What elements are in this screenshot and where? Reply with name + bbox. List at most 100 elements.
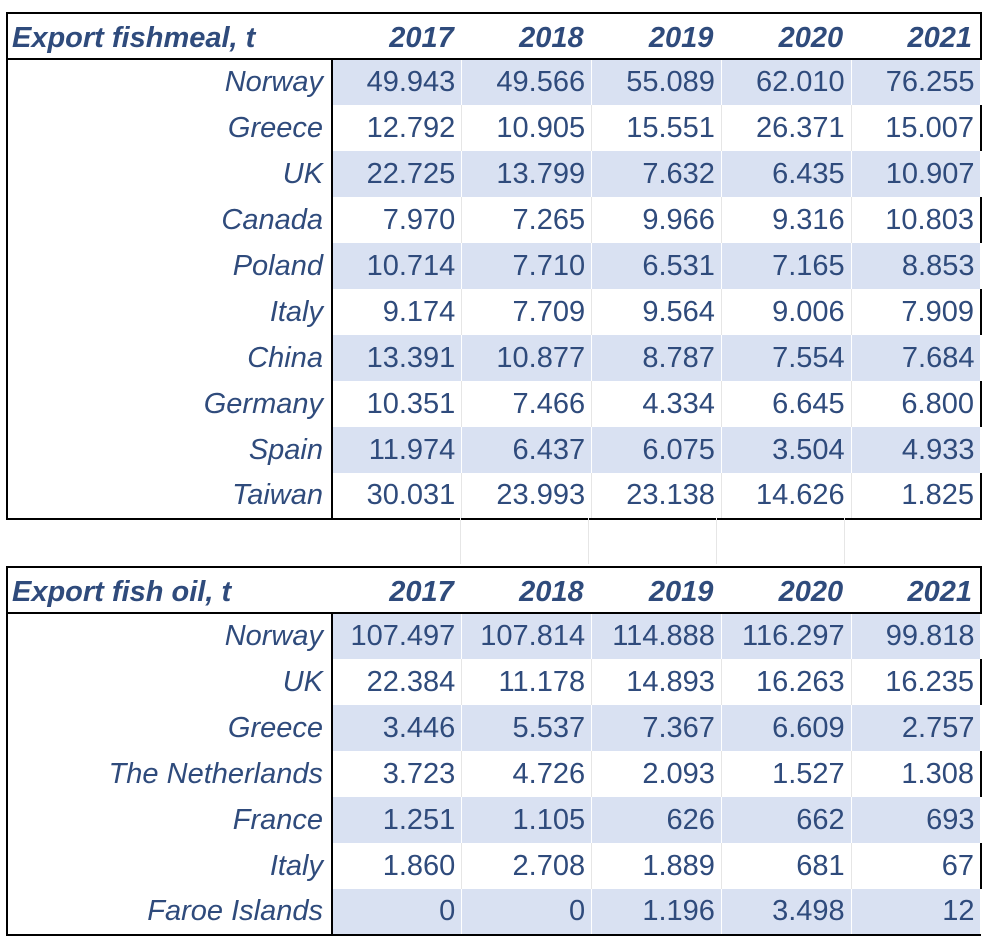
table-row: Canada 7.970 7.265 9.966 9.316 10.803	[6, 197, 982, 243]
value-cell: 6.435	[721, 151, 852, 197]
value-cell: 1.527	[721, 751, 852, 797]
country-cell: China	[6, 335, 333, 381]
year-header: 2021	[851, 12, 982, 60]
value-cell: 10.907	[851, 151, 982, 197]
value-cell: 99.818	[851, 613, 982, 659]
value-cell: 11.178	[461, 659, 593, 705]
value-cell: 116.297	[721, 613, 852, 659]
value-cell: 26.371	[721, 105, 852, 151]
value-cell: 8.853	[851, 243, 982, 289]
value-cell: 7.909	[851, 289, 982, 335]
value-cell: 10.351	[332, 381, 463, 427]
value-cell: 9.006	[721, 289, 852, 335]
value-cell: 14.893	[591, 659, 722, 705]
value-cell: 2.093	[591, 751, 722, 797]
country-cell: Taiwan	[6, 473, 333, 520]
country-cell: UK	[6, 151, 333, 197]
value-cell: 15.551	[591, 105, 722, 151]
value-cell: 3.446	[332, 705, 463, 751]
value-cell: 4.726	[461, 751, 593, 797]
value-cell: 1.105	[461, 797, 593, 843]
table-row: Faroe Islands 0 0 1.196 3.498 12	[6, 889, 982, 936]
value-cell: 3.723	[332, 751, 463, 797]
value-cell: 4.334	[591, 381, 722, 427]
value-cell: 22.725	[332, 151, 463, 197]
value-cell: 13.799	[461, 151, 593, 197]
value-cell: 7.632	[591, 151, 722, 197]
country-cell: Italy	[6, 843, 333, 889]
value-cell: 6.800	[851, 381, 982, 427]
value-cell: 30.031	[332, 473, 463, 520]
value-cell: 2.708	[461, 843, 593, 889]
value-cell: 11.974	[332, 427, 463, 473]
gridline	[460, 518, 461, 564]
value-cell: 49.943	[332, 59, 463, 105]
gridline	[844, 518, 845, 564]
value-cell: 626	[591, 797, 722, 843]
value-cell: 7.165	[721, 243, 852, 289]
gridline	[716, 518, 717, 564]
value-cell: 8.787	[591, 335, 722, 381]
value-cell: 14.626	[721, 473, 852, 520]
year-header: 2020	[721, 566, 852, 614]
value-cell: 681	[721, 843, 852, 889]
value-cell: 1.251	[332, 797, 463, 843]
country-cell: France	[6, 797, 333, 843]
table-row: Greece 3.446 5.537 7.367 6.609 2.757	[6, 705, 982, 751]
value-cell: 5.537	[461, 705, 593, 751]
year-header: 2019	[591, 566, 722, 614]
year-header: 2019	[591, 12, 722, 60]
table-title: Export fish oil, t	[6, 566, 332, 614]
country-cell: Greece	[6, 105, 333, 151]
value-cell: 0	[461, 889, 593, 936]
value-cell: 16.263	[721, 659, 852, 705]
value-cell: 7.466	[461, 381, 593, 427]
table-row: Taiwan 30.031 23.993 23.138 14.626 1.825	[6, 473, 982, 520]
value-cell: 3.504	[721, 427, 852, 473]
value-cell: 6.437	[461, 427, 593, 473]
value-cell: 107.497	[332, 613, 463, 659]
table-row: Norway 49.943 49.566 55.089 62.010 76.255	[6, 59, 982, 105]
value-cell: 16.235	[851, 659, 982, 705]
value-cell: 107.814	[461, 613, 593, 659]
table-row: China 13.391 10.877 8.787 7.554 7.684	[6, 335, 982, 381]
country-cell: Poland	[6, 243, 333, 289]
value-cell: 23.993	[461, 473, 593, 520]
year-header: 2017	[332, 566, 462, 614]
value-cell: 49.566	[461, 59, 593, 105]
value-cell: 9.564	[591, 289, 722, 335]
value-cell: 12	[851, 889, 982, 936]
value-cell: 6.609	[721, 705, 852, 751]
year-header: 2017	[332, 12, 462, 60]
table-row: Italy 1.860 2.708 1.889 681 67	[6, 843, 982, 889]
value-cell: 1.196	[591, 889, 722, 936]
value-cell: 9.174	[332, 289, 463, 335]
header-row: Export fishmeal, t 2017 2018 2019 2020 2…	[6, 12, 982, 60]
table-row: Poland 10.714 7.710 6.531 7.165 8.853	[6, 243, 982, 289]
country-cell: Norway	[6, 59, 333, 105]
value-cell: 22.384	[332, 659, 463, 705]
value-cell: 10.803	[851, 197, 982, 243]
fishmeal-export-table: Export fishmeal, t 2017 2018 2019 2020 2…	[6, 12, 982, 520]
value-cell: 6.645	[721, 381, 852, 427]
value-cell: 67	[851, 843, 982, 889]
country-cell: UK	[6, 659, 333, 705]
table-row: Greece 12.792 10.905 15.551 26.371 15.007	[6, 105, 982, 151]
country-cell: Faroe Islands	[6, 889, 333, 936]
value-cell: 7.265	[461, 197, 593, 243]
value-cell: 1.860	[332, 843, 463, 889]
value-cell: 662	[721, 797, 852, 843]
value-cell: 7.970	[332, 197, 463, 243]
table-title: Export fishmeal, t	[6, 12, 332, 60]
value-cell: 62.010	[721, 59, 852, 105]
year-header: 2018	[461, 566, 592, 614]
value-cell: 1.825	[851, 473, 982, 520]
country-cell: Spain	[6, 427, 333, 473]
table-row: The Netherlands 3.723 4.726 2.093 1.527 1.308	[6, 751, 982, 797]
value-cell: 7.709	[461, 289, 593, 335]
country-cell: Greece	[6, 705, 333, 751]
value-cell: 693	[851, 797, 982, 843]
country-cell: Norway	[6, 613, 333, 659]
value-cell: 3.498	[721, 889, 852, 936]
